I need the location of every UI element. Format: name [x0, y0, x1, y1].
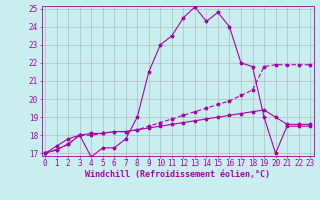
X-axis label: Windchill (Refroidissement éolien,°C): Windchill (Refroidissement éolien,°C) — [85, 170, 270, 179]
